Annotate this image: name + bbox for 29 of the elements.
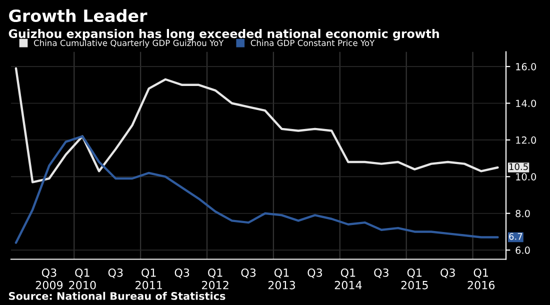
y-tick-label: 12.0 bbox=[516, 136, 536, 144]
y-tick-label: 10.0 bbox=[516, 173, 536, 180]
chart-title: Growth Leader bbox=[9, 9, 148, 22]
x-tick-label: Q3 bbox=[108, 268, 123, 278]
x-tick-label: Q3 bbox=[174, 268, 190, 278]
x-tick-label: Q3 bbox=[374, 268, 388, 278]
x-tick-label: Q1 2015 bbox=[401, 268, 428, 290]
x-tick-label: Q1 2016 bbox=[468, 268, 495, 290]
x-tick-label: Q1 2012 bbox=[202, 268, 228, 290]
x-tick-label: Q3 2009 bbox=[36, 268, 63, 290]
data-label: 6.7 bbox=[509, 233, 522, 240]
x-tick-label: Q3 bbox=[440, 268, 455, 278]
legend-label: China Cumulative Quarterly GDP Guizhou YoY bbox=[34, 40, 224, 48]
y-tick-label: 16.0 bbox=[516, 63, 536, 70]
source-note: Source: National Bureau of Statistics bbox=[8, 292, 226, 300]
x-tick-label: Q3 bbox=[308, 268, 322, 278]
x-tick-label: Q1 2011 bbox=[136, 268, 162, 290]
x-tick-label: Q3 bbox=[241, 268, 256, 278]
y-tick-label: 8.0 bbox=[516, 210, 530, 218]
x-tick-label: Q1 2010 bbox=[69, 268, 96, 290]
legend-label: China GDP Constant Price YoY bbox=[250, 40, 375, 46]
chart-subtitle: Guizhou expansion has long exceeded national economic growth bbox=[8, 28, 439, 40]
line-series bbox=[14, 67, 499, 184]
data-label: 10.5 bbox=[509, 163, 528, 170]
x-tick-label: Q1 2014 bbox=[334, 268, 362, 290]
line-series bbox=[14, 135, 499, 244]
x-tick-label: Q1 2013 bbox=[268, 268, 296, 290]
y-tick-label: 6.0 bbox=[516, 246, 530, 254]
y-tick-label: 14.0 bbox=[516, 100, 536, 108]
